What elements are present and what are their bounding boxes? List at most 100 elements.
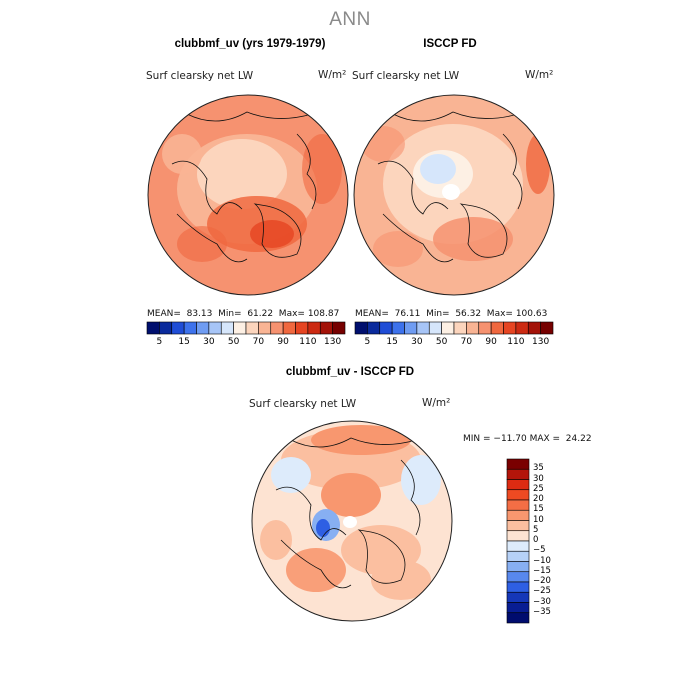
panel1-colorbar-swatch	[233, 321, 247, 335]
panel2-colorbar-tick-label: 70	[460, 337, 473, 347]
panel2-units: W/m²	[525, 69, 554, 81]
panel2-colorbar-swatch	[428, 321, 442, 335]
panel3-units: W/m²	[422, 397, 451, 409]
panel1-colorbar-swatch	[196, 321, 210, 335]
panel3-colorbar-tick-label: 30	[533, 473, 544, 484]
panel3-colorbar-labels: 35 30 25 20 15 10 5 0 −5 −10 −15 −20 −25 −30 −35	[533, 459, 573, 623]
panel3-colorbar-swatch	[506, 509, 530, 521]
panel2-colorbar-labels: 5 15 30 50 70 90 110 130	[355, 337, 553, 349]
panel1-colorbar-tick-label: 5	[156, 337, 163, 347]
panel2-colorbar-swatch	[441, 321, 455, 335]
panel2-colorbar-tick-label: 30	[411, 337, 423, 347]
panel1-title: clubbmf_uv (yrs 1979-1979)	[174, 38, 326, 50]
panel2-colorbar-swatch	[354, 321, 368, 335]
panel1-colorbar-swatch	[208, 321, 222, 335]
panel2-colorbar-swatch	[540, 321, 554, 335]
panel3-colorbar-swatch	[506, 468, 530, 480]
panel2-title: ISCCP FD	[423, 38, 477, 50]
panel2-colorbar-swatch	[416, 321, 430, 335]
panel2-colorbar-swatch	[453, 321, 467, 335]
panel1-colorbar-swatch	[245, 321, 259, 335]
panel3-colorbar-tick-label: 35	[533, 463, 544, 474]
panel2-colorbar-swatch	[527, 321, 541, 335]
panel2-colorbar-tick-label: 90	[485, 337, 497, 347]
panel2-colorbar-swatch	[404, 321, 418, 335]
panel1-colorbar-swatch	[220, 321, 234, 335]
panel1-colorbar-swatch	[171, 321, 185, 335]
panel2-colorbar-swatch	[367, 321, 381, 335]
panel1-colorbar-swatch	[282, 321, 296, 335]
panel2-colorbar-swatch	[503, 321, 517, 335]
panel3-colorbar-swatch	[506, 489, 530, 501]
panel3-colorbar-tick-label: 20	[533, 494, 544, 504]
panel2-colorbar-swatch	[391, 321, 405, 335]
panel3-colorbar-tick-label: 0	[533, 535, 539, 545]
panel1-colorbar-tick-label: 70	[252, 337, 265, 347]
panel2-colorbar-tick-label: 110	[507, 337, 525, 347]
panel1-polar-map	[147, 94, 349, 296]
panel3-colorbar-swatch	[506, 602, 530, 614]
panel1-colorbar-swatch	[270, 321, 284, 335]
panel2-colorbar-tick-label: 5	[364, 337, 371, 347]
panel1-var-label: Surf clearsky net LW	[146, 70, 254, 82]
panel1-colorbar-tick-label: 130	[324, 337, 342, 347]
panel1-colorbar-swatch	[258, 321, 272, 335]
panel1-colorbar-tick-label: 90	[277, 337, 289, 347]
panel2-colorbar	[354, 321, 554, 335]
panel3-colorbar-tick-label: 10	[533, 514, 544, 525]
panel3-colorbar-tick-label: −25	[533, 586, 551, 597]
panel2-colorbar-tick-label: 130	[532, 337, 550, 347]
panel1-colorbar-tick-label: 50	[227, 337, 240, 347]
panel2-colorbar-swatch	[515, 321, 529, 335]
panel1-colorbar-labels: 5 15 30 50 70 90 110 130	[147, 337, 345, 349]
panel1-colorbar-tick-label: 110	[299, 337, 317, 347]
panel3-colorbar-tick-label: −15	[533, 565, 551, 576]
panel1-stats: MEAN= 83.13 Min= 61.22 Max= 108.87	[147, 309, 340, 319]
panel3-colorbar-swatch	[506, 591, 530, 603]
panel3-colorbar-swatch	[506, 550, 530, 562]
panel3-colorbar-tick-label: −35	[533, 606, 551, 617]
panel1-colorbar-tick-label: 30	[203, 337, 215, 347]
panel3-colorbar-tick-label: −20	[533, 576, 551, 586]
panel1-colorbar-swatch	[319, 321, 333, 335]
panel3-colorbar-swatch	[506, 581, 530, 593]
panel1-colorbar-swatch	[159, 321, 173, 335]
panel3-colorbar-swatch	[506, 458, 530, 470]
panel1-colorbar-swatch	[332, 321, 346, 335]
panel3-colorbar-swatch	[506, 499, 530, 511]
panel1-colorbar-swatch	[295, 321, 309, 335]
panel2-colorbar-swatch	[478, 321, 492, 335]
panel1-units: W/m²	[318, 69, 347, 81]
panel1-colorbar	[146, 321, 346, 335]
panel2-stats: MEAN= 76.11 Min= 56.32 Max= 100.63	[355, 309, 548, 319]
panel3-title: clubbmf_uv - ISCCP FD	[285, 366, 415, 378]
panel1-colorbar-swatch	[183, 321, 197, 335]
panel3-colorbar-swatch	[506, 520, 530, 532]
panel1-colorbar-swatch	[307, 321, 321, 335]
panel3-colorbar-swatch	[506, 540, 530, 552]
panel3-stats: MIN = −11.70 MAX = 24.22	[463, 434, 592, 444]
figure-title: ANN	[329, 9, 371, 30]
panel3-colorbar-tick-label: −10	[533, 555, 551, 566]
panel3-colorbar	[506, 458, 530, 624]
panel2-colorbar-tick-label: 15	[386, 337, 398, 347]
panel3-colorbar-swatch	[506, 612, 530, 624]
panel1-colorbar-swatch	[146, 321, 160, 335]
panel3-colorbar-swatch	[506, 530, 530, 542]
panel2-var-label: Surf clearsky net LW	[352, 70, 460, 82]
panel2-colorbar-swatch	[466, 321, 480, 335]
panel1-colorbar-tick-label: 15	[178, 337, 190, 347]
panel3-colorbar-swatch	[506, 479, 530, 491]
panel3-polar-map	[251, 420, 453, 622]
panel3-colorbar-swatch	[506, 571, 530, 583]
panel3-colorbar-swatch	[506, 561, 530, 573]
panel3-colorbar-tick-label: 15	[533, 504, 544, 515]
panel2-polar-map	[353, 94, 555, 296]
panel3-colorbar-tick-label: −30	[533, 596, 551, 607]
panel2-colorbar-swatch	[379, 321, 393, 335]
panel3-var-label: Surf clearsky net LW	[249, 398, 357, 410]
panel3-colorbar-tick-label: 25	[533, 483, 544, 494]
panel2-colorbar-swatch	[490, 321, 504, 335]
panel2-colorbar-tick-label: 50	[435, 337, 448, 347]
panel3-colorbar-tick-label: 5	[533, 524, 539, 535]
